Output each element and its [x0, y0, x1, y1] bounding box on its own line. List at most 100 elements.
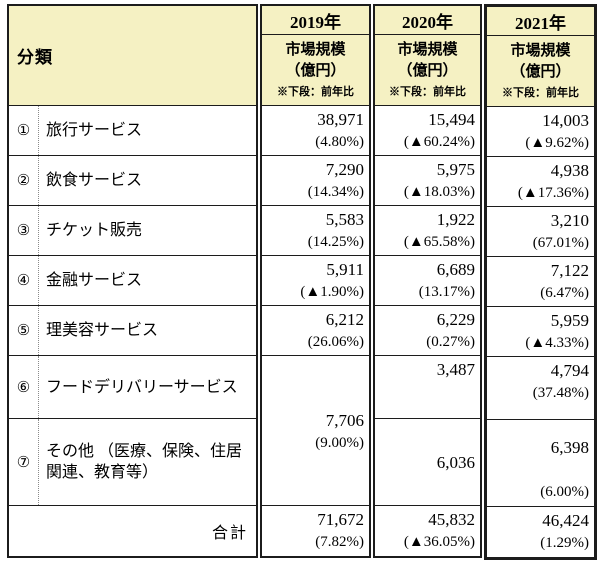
cell-2019-food-service: 7,290 (14.34%) [262, 156, 369, 206]
cell-2021-tickets: 3,210 (67.01%) [487, 207, 594, 257]
yoy: (▲9.62%) [525, 135, 589, 151]
amount: 6,229 [436, 310, 475, 329]
row-number: ⑦ [9, 419, 39, 505]
category-row-food-delivery: ⑥ フードデリバリーサービス [9, 356, 256, 419]
yoy: (▲18.03%) [403, 184, 475, 200]
yoy: (4.80%) [315, 134, 364, 150]
row-number: ② [9, 156, 39, 205]
column-2020: 2020年 市場規模 （億円） ※下段：前年比 15,494 (▲60.24%)… [373, 4, 482, 558]
category-column: 分類 ① 旅行サービス ② 飲食サービス ③ チケット販売 ④ 金融サービス ⑤… [7, 4, 258, 558]
amount: 6,689 [436, 260, 475, 279]
cell-2020-finance: 6,689 (13.17%) [375, 256, 480, 306]
cell-2021-food-delivery: 4,794 (37.48%) [487, 357, 594, 420]
yoy: (37.48%) [532, 385, 589, 401]
cell-2021-total: 46,424 (1.29%) [487, 507, 594, 557]
market-size-table: 分類 ① 旅行サービス ② 飲食サービス ③ チケット販売 ④ 金融サービス ⑤… [7, 4, 597, 560]
cell-2019-beauty: 6,212 (26.06%) [262, 306, 369, 356]
subheader-line1: 市場規模 [397, 42, 458, 58]
yoy: (0.27%) [426, 334, 475, 350]
row-label: 旅行サービス [46, 122, 143, 139]
category-row-travel: ① 旅行サービス [9, 106, 256, 156]
row-number: ③ [9, 206, 39, 255]
spacer [489, 459, 589, 481]
yoy: (67.01%) [532, 235, 589, 251]
subheader-note: ※下段：前年比 [502, 87, 579, 99]
cell-2021-beauty: 5,959 (▲4.33%) [487, 307, 594, 357]
amount: 5,959 [550, 311, 589, 330]
amount: 7,122 [550, 261, 589, 280]
yoy: (6.47%) [540, 285, 589, 301]
category-row-tickets: ③ チケット販売 [9, 206, 256, 256]
cell-2020-food-delivery: 3,487 [375, 356, 480, 419]
cell-2019-travel: 38,971 (4.80%) [262, 106, 369, 156]
row-label: その他 （医療、保険、住居関連、教育等） [46, 443, 243, 481]
subheader-line1: 市場規模 [510, 43, 571, 59]
subheader-2020: 市場規模 （億円） ※下段：前年比 [375, 35, 480, 106]
row-number: ⑤ [9, 306, 39, 355]
row-label: 飲食サービス [46, 172, 143, 189]
total-label: 合計 [211, 525, 248, 542]
year-header-2019: 2019年 [262, 6, 369, 35]
amount: 1,922 [436, 210, 475, 229]
subheader-line2: （億円） [397, 63, 458, 79]
cell-2020-beauty: 6,229 (0.27%) [375, 306, 480, 356]
amount: 14,003 [542, 111, 589, 130]
yoy: (▲65.58%) [403, 234, 475, 250]
total-label-cell: 合計 [9, 506, 256, 556]
amount: 4,938 [550, 161, 589, 180]
cell-2020-food-service: 5,975 (▲18.03%) [375, 156, 480, 206]
cell-2021-travel: 14,003 (▲9.62%) [487, 107, 594, 157]
yoy: (9.00%) [315, 435, 364, 451]
row-label: 理美容サービス [46, 322, 159, 339]
amount: 6,036 [436, 452, 475, 472]
cell-2021-food-service: 4,938 (▲17.36%) [487, 157, 594, 207]
yoy: (▲1.90%) [300, 284, 364, 300]
subheader-line2: （億円） [285, 63, 346, 79]
amount: 7,290 [325, 160, 364, 179]
column-2019: 2019年 市場規模 （億円） ※下段：前年比 38,971 (4.80%) 7… [260, 4, 371, 558]
row-label: 金融サービス [46, 272, 143, 289]
year-header-2021: 2021年 [487, 7, 594, 36]
subheader-note: ※下段：前年比 [277, 86, 354, 98]
cell-2019-tickets: 5,583 (14.25%) [262, 206, 369, 256]
yoy: (1.29%) [540, 535, 589, 551]
amount: 71,672 [317, 510, 364, 529]
yoy: (13.17%) [418, 284, 475, 300]
cell-2020-total: 45,832 (▲36.05%) [375, 506, 480, 556]
subheader-line2: （億円） [510, 64, 571, 80]
yoy: (14.34%) [307, 184, 364, 200]
amount: 7,706 [325, 411, 364, 430]
yoy: (26.06%) [307, 334, 364, 350]
amount: 46,424 [542, 511, 589, 530]
row-label: フードデリバリーサービス [46, 378, 238, 396]
row-number: ① [9, 106, 39, 155]
yoy: (▲60.24%) [403, 134, 475, 150]
amount: 6,398 [550, 438, 589, 457]
category-header-cell: 分類 [9, 6, 256, 106]
row-number: ⑥ [9, 356, 39, 418]
cell-2020-travel: 15,494 (▲60.24%) [375, 106, 480, 156]
cell-2021-others: 6,398 (6.00%) [487, 420, 594, 507]
category-row-food-service: ② 飲食サービス [9, 156, 256, 206]
cell-2020-tickets: 1,922 (▲65.58%) [375, 206, 480, 256]
category-row-beauty: ⑤ 理美容サービス [9, 306, 256, 356]
category-row-finance: ④ 金融サービス [9, 256, 256, 306]
subheader-2021: 市場規模 （億円） ※下段：前年比 [487, 36, 594, 107]
amount: 3,487 [436, 360, 475, 379]
amount: 5,911 [326, 260, 364, 279]
yoy: (7.82%) [315, 534, 364, 550]
yoy: (▲17.36%) [517, 185, 589, 201]
subheader-line1: 市場規模 [285, 42, 346, 58]
cell-2019-delivery-others-merged: 7,706 (9.00%) [262, 356, 369, 506]
row-label: チケット販売 [46, 222, 143, 239]
amount: 5,583 [325, 210, 364, 229]
amount: 15,494 [428, 110, 475, 129]
category-header-label: 分類 [17, 48, 53, 67]
amount: 3,210 [550, 211, 589, 230]
amount: 4,794 [550, 361, 589, 380]
cell-2019-finance: 5,911 (▲1.90%) [262, 256, 369, 306]
row-number: ④ [9, 256, 39, 305]
amount: 6,212 [325, 310, 364, 329]
yoy: (▲4.33%) [525, 335, 589, 351]
yoy: (▲36.05%) [403, 534, 475, 550]
